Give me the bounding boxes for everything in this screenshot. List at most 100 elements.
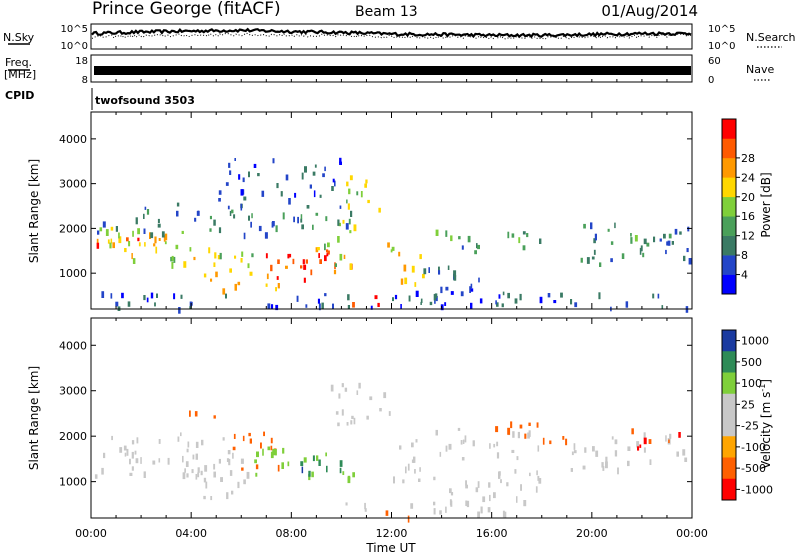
data-cell-118 bbox=[539, 238, 542, 244]
data-cell-117 bbox=[337, 422, 340, 427]
data-cell-245 bbox=[309, 184, 312, 189]
data-cell-186 bbox=[512, 431, 515, 438]
data-cell-25 bbox=[143, 471, 146, 478]
data-cell-200 bbox=[300, 218, 303, 223]
data-cell-140 bbox=[445, 286, 449, 291]
data-cell-226 bbox=[264, 232, 268, 239]
data-cell-104 bbox=[391, 246, 395, 251]
data-cell-327 bbox=[460, 291, 464, 297]
data-cell-337 bbox=[101, 291, 105, 298]
data-cell-145 bbox=[470, 302, 473, 309]
data-cell-189 bbox=[460, 440, 463, 445]
data-cell-332 bbox=[598, 292, 601, 300]
data-cell-158 bbox=[449, 488, 452, 494]
data-cell-143 bbox=[420, 298, 423, 303]
data-cell-54 bbox=[205, 481, 208, 489]
data-cell-233 bbox=[643, 447, 646, 453]
data-cell-321 bbox=[121, 292, 124, 299]
data-cell-340 bbox=[394, 294, 398, 300]
data-cell-122 bbox=[526, 233, 529, 238]
power-colorbar: 4 8 12 16 20 24 28 bbox=[721, 118, 755, 295]
colorbar-segment bbox=[722, 138, 736, 159]
beam-title: Beam 13 bbox=[355, 4, 418, 20]
data-cell-303 bbox=[502, 291, 505, 296]
data-cell-325 bbox=[657, 293, 660, 299]
data-cell-112 bbox=[511, 233, 515, 238]
power-panel-frame bbox=[90, 111, 693, 310]
data-cell-16 bbox=[105, 229, 109, 236]
data-cell-14 bbox=[197, 467, 200, 473]
data-cell-3 bbox=[158, 238, 161, 241]
data-cell-186 bbox=[643, 238, 647, 245]
data-cell-49 bbox=[222, 288, 226, 295]
data-cell-32 bbox=[126, 237, 129, 242]
data-cell-211 bbox=[143, 213, 145, 219]
data-cell-223 bbox=[306, 205, 310, 209]
data-cell-102 bbox=[383, 392, 387, 399]
data-cell-33 bbox=[154, 236, 157, 244]
data-cell-127 bbox=[501, 303, 504, 308]
data-cell-191 bbox=[489, 443, 491, 449]
data-cell-208 bbox=[684, 457, 688, 462]
data-cell-134 bbox=[469, 286, 471, 293]
velocity-colorbar: 1000 500 100 25 -25 -100 -500 -1000 bbox=[721, 329, 773, 501]
data-cell-206 bbox=[97, 230, 100, 235]
colorbar-segment bbox=[722, 235, 736, 256]
data-cell-88 bbox=[342, 219, 345, 224]
data-cell-136 bbox=[480, 506, 483, 514]
data-cell-273 bbox=[356, 191, 359, 196]
x-tick-label: 00:00 bbox=[676, 527, 708, 540]
data-cell-36 bbox=[217, 255, 221, 260]
data-cell-44 bbox=[186, 473, 189, 478]
data-cell-230 bbox=[176, 210, 179, 217]
data-cell-330 bbox=[547, 293, 551, 298]
data-cell-22 bbox=[132, 230, 134, 237]
data-cell-47 bbox=[170, 256, 173, 262]
data-cell-174 bbox=[450, 492, 454, 496]
data-cell-295 bbox=[154, 302, 156, 307]
data-cell-255 bbox=[248, 171, 250, 178]
data-cell-133 bbox=[415, 439, 418, 443]
nave-label: Nave bbox=[746, 63, 774, 76]
velocity-scatter-cells bbox=[94, 382, 688, 523]
data-cell-198 bbox=[507, 427, 510, 435]
data-cell-335 bbox=[574, 302, 578, 308]
data-cell-199 bbox=[565, 438, 568, 446]
data-cell-93 bbox=[339, 253, 343, 261]
noise-right-tick-bottom: 10^0 bbox=[708, 41, 735, 52]
data-cell-230 bbox=[605, 456, 608, 463]
data-cell-339 bbox=[296, 295, 299, 302]
colorbar-segment bbox=[722, 274, 736, 295]
data-cell-94 bbox=[301, 466, 304, 474]
data-cell-139 bbox=[434, 298, 436, 304]
data-cell-80 bbox=[324, 255, 327, 262]
freq-tick-bottom: 8 bbox=[82, 75, 88, 86]
data-cell-68 bbox=[270, 437, 273, 444]
data-cell-34 bbox=[126, 448, 129, 456]
data-cell-301 bbox=[150, 292, 154, 299]
colorbar-segment bbox=[722, 177, 736, 198]
data-cell-96 bbox=[326, 465, 328, 473]
data-cell-75 bbox=[285, 265, 288, 269]
data-cell-315 bbox=[271, 304, 274, 310]
data-cell-146 bbox=[478, 277, 480, 283]
data-cell-202 bbox=[161, 231, 165, 238]
data-cell-187 bbox=[511, 449, 515, 453]
data-cell-336 bbox=[400, 304, 402, 310]
data-cell-164 bbox=[687, 226, 690, 232]
data-cell-131 bbox=[438, 266, 440, 272]
colorbar-tick-label: -1000 bbox=[741, 483, 773, 496]
data-cell-83 bbox=[287, 253, 290, 259]
data-cell-268 bbox=[314, 164, 317, 168]
data-cell-258 bbox=[253, 163, 257, 168]
data-cell-148 bbox=[514, 469, 517, 474]
noise-sky-label: N.Sky bbox=[3, 31, 35, 44]
data-cell-185 bbox=[640, 245, 643, 252]
data-cell-6 bbox=[214, 252, 217, 259]
data-cell-121 bbox=[458, 236, 461, 240]
data-cell-49 bbox=[226, 458, 230, 462]
data-cell-21 bbox=[135, 458, 139, 464]
data-cell-28 bbox=[96, 242, 100, 249]
data-cell-147 bbox=[447, 265, 450, 270]
data-cell-199 bbox=[301, 224, 304, 230]
